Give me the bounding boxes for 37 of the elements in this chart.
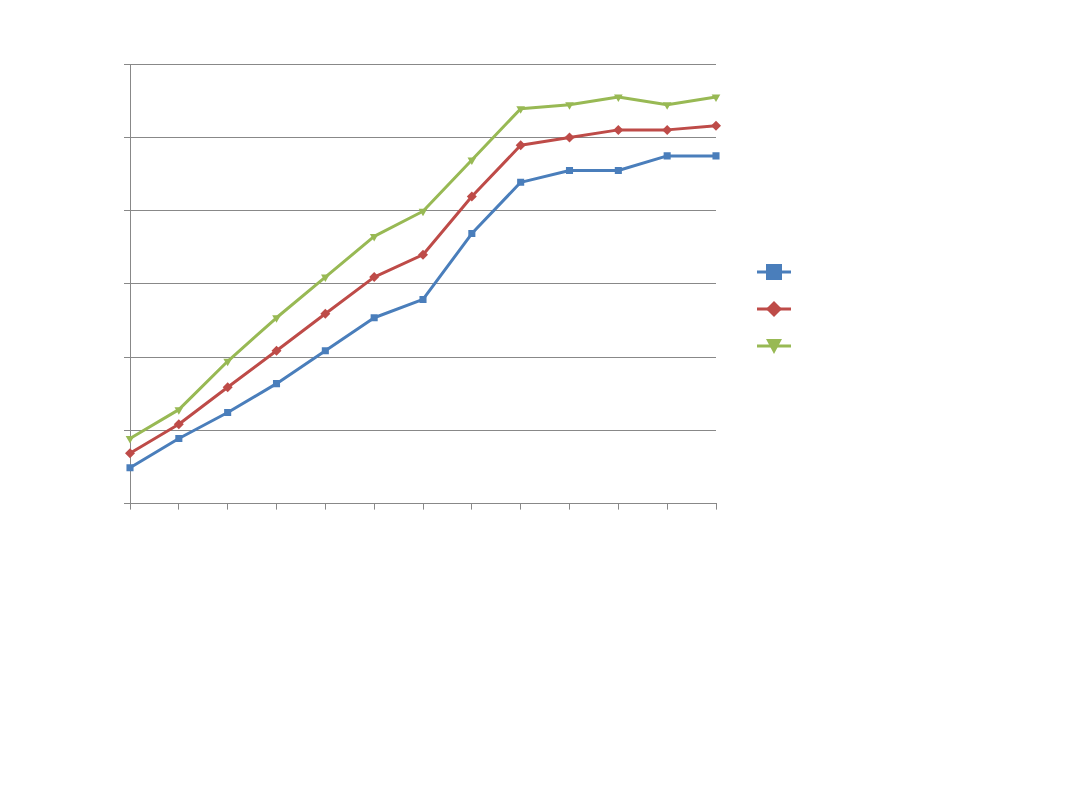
point bbox=[369, 272, 380, 283]
point bbox=[419, 295, 427, 303]
point bbox=[272, 315, 281, 323]
point bbox=[467, 157, 477, 165]
point bbox=[662, 102, 672, 110]
point bbox=[711, 120, 721, 131]
point bbox=[321, 274, 330, 283]
point bbox=[565, 102, 574, 110]
point bbox=[125, 448, 135, 459]
point bbox=[614, 94, 623, 102]
point bbox=[174, 407, 184, 415]
point bbox=[662, 124, 673, 135]
point bbox=[663, 152, 671, 160]
point bbox=[175, 435, 183, 443]
point bbox=[515, 140, 526, 151]
point bbox=[466, 191, 477, 202]
point bbox=[468, 230, 476, 238]
point bbox=[711, 94, 721, 102]
point bbox=[418, 249, 428, 260]
point bbox=[224, 408, 232, 417]
point bbox=[321, 347, 329, 355]
point bbox=[369, 233, 379, 242]
point bbox=[564, 132, 575, 143]
point bbox=[614, 167, 622, 175]
point bbox=[271, 345, 282, 356]
point bbox=[516, 106, 525, 114]
point bbox=[126, 464, 134, 472]
point bbox=[272, 380, 281, 388]
point bbox=[370, 314, 378, 322]
point bbox=[223, 358, 232, 367]
point bbox=[320, 308, 331, 319]
point bbox=[173, 419, 184, 430]
point bbox=[517, 178, 525, 186]
point bbox=[712, 152, 720, 160]
point bbox=[418, 208, 428, 217]
point bbox=[222, 382, 233, 393]
point bbox=[565, 167, 574, 175]
